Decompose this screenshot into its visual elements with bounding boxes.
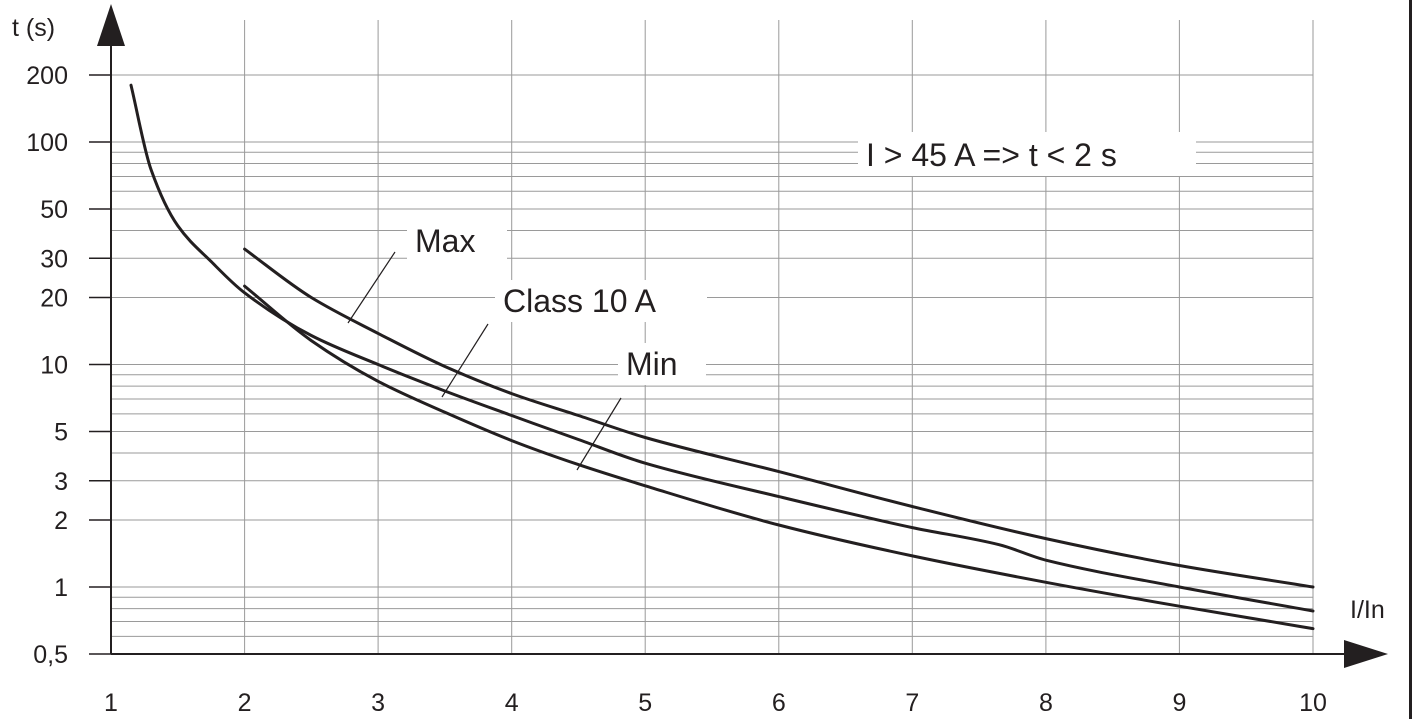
tick-labels: 0,5 1 2 3 5 10 20 30 50 100 200 1 2 3 4 5 6 7 8 9 10 bbox=[26, 62, 1327, 717]
curve-label-min: Min bbox=[626, 346, 678, 382]
x-tick-label: 2 bbox=[238, 689, 252, 717]
x-tick-label: 4 bbox=[505, 689, 519, 717]
leader-line-max bbox=[347, 251, 396, 324]
x-tick-label: 10 bbox=[1299, 689, 1327, 717]
curve-labels: Class 10 A Max Min I > 45 A => t < 2 s bbox=[347, 132, 1196, 471]
x-tick-label: 6 bbox=[772, 689, 786, 717]
curve-label-background bbox=[407, 220, 507, 262]
y-tick-label: 5 bbox=[54, 419, 68, 447]
curve-label-background bbox=[495, 280, 707, 322]
x-axis-arrow-icon bbox=[1344, 640, 1388, 668]
annotation-background bbox=[858, 132, 1196, 176]
leader-line-class-10-a bbox=[441, 323, 489, 398]
x-tick-label: 8 bbox=[1039, 689, 1053, 717]
right-border bbox=[1409, 0, 1412, 719]
x-tick-label: 7 bbox=[905, 689, 919, 717]
x-tick-label: 5 bbox=[638, 689, 652, 717]
annotation-text: I > 45 A => t < 2 s bbox=[866, 137, 1117, 173]
y-tick-label: 10 bbox=[40, 352, 68, 380]
series-line-max bbox=[243, 247, 1315, 589]
series-line-min bbox=[243, 284, 1315, 631]
y-tick-label: 100 bbox=[26, 129, 68, 157]
y-tick-label: 0,5 bbox=[33, 641, 68, 669]
y-tick-label: 3 bbox=[54, 468, 68, 496]
series-line-class-10-a bbox=[129, 83, 1315, 613]
y-tick-label: 50 bbox=[40, 196, 68, 224]
x-tick-label: 3 bbox=[371, 689, 385, 717]
grid bbox=[111, 20, 1314, 654]
x-axis-label: I/In bbox=[1350, 596, 1385, 624]
y-tick-label: 1 bbox=[54, 574, 68, 602]
curve-label-class-10-a: Class 10 A bbox=[503, 283, 657, 319]
x-tick-label: 1 bbox=[104, 689, 118, 717]
y-axis-label: t (s) bbox=[12, 14, 55, 42]
y-axis-arrow-icon bbox=[97, 4, 125, 46]
y-tick-label: 20 bbox=[40, 285, 68, 313]
curve-label-max: Max bbox=[415, 223, 475, 259]
curve-label-background bbox=[618, 343, 706, 385]
y-tick-label: 200 bbox=[26, 62, 68, 90]
x-tick-label: 9 bbox=[1172, 689, 1186, 717]
leader-line-min bbox=[576, 397, 622, 471]
y-tick-label: 30 bbox=[40, 245, 68, 273]
curves bbox=[129, 83, 1315, 631]
y-tick-label: 2 bbox=[54, 507, 68, 535]
